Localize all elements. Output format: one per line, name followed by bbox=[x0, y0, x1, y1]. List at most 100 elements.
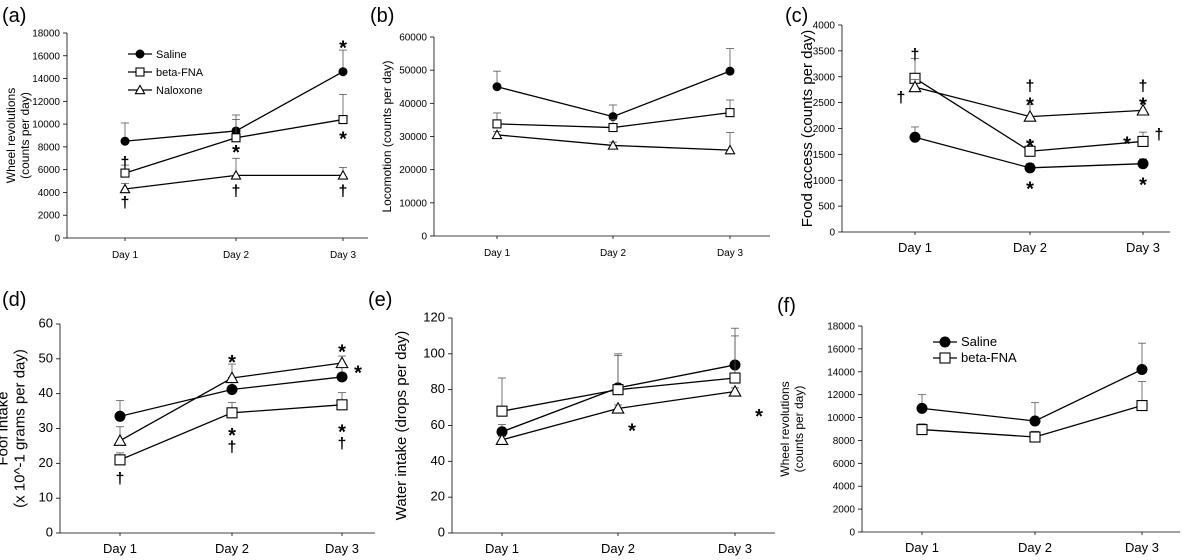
significance-dagger: † bbox=[228, 439, 237, 456]
data-point bbox=[611, 401, 625, 414]
y-tick-label: 10 bbox=[39, 490, 53, 505]
y-axis-label: Water intake (drops per day) bbox=[393, 331, 410, 521]
significance-dagger: † bbox=[116, 470, 125, 487]
y-tick-label: 4000 bbox=[813, 21, 836, 32]
x-tick-label: Day 3 bbox=[325, 541, 359, 556]
y-tick-label: 3500 bbox=[813, 46, 836, 57]
y-axis-label: (x 10^-1 grams per day) bbox=[12, 349, 29, 508]
significance-dagger: † bbox=[338, 435, 347, 452]
data-point bbox=[1136, 399, 1148, 412]
y-tick-label: 8000 bbox=[38, 142, 61, 153]
y-tick-label: 2500 bbox=[813, 98, 836, 109]
series-saline bbox=[120, 49, 348, 146]
x-tick-label: Day 3 bbox=[330, 250, 357, 261]
data-point bbox=[114, 410, 126, 422]
data-point bbox=[120, 136, 130, 146]
significance-star: * bbox=[1026, 136, 1034, 158]
significance-dagger: † bbox=[1155, 127, 1164, 144]
data-point bbox=[119, 183, 131, 194]
series-saline bbox=[492, 48, 735, 122]
significance-dagger: † bbox=[1139, 78, 1148, 95]
x-tick-label: Day 1 bbox=[103, 541, 137, 556]
chart-panel-a: 0 2000 4000 6000 8000 10000 12000 14000 16000 180… bbox=[4, 29, 368, 261]
y-tick-label: 18000 bbox=[32, 29, 60, 40]
legend-label: Naloxone bbox=[156, 85, 202, 97]
significance-star: * bbox=[755, 406, 763, 428]
y-tick-label: 80 bbox=[431, 381, 445, 396]
y-tick-label: 4000 bbox=[38, 188, 61, 199]
y-tick-label: 20 bbox=[431, 489, 445, 504]
y-tick-label: 30 bbox=[39, 420, 53, 435]
x-tick-label: Day 1 bbox=[112, 250, 139, 261]
data-point bbox=[492, 119, 502, 129]
series-line bbox=[501, 390, 736, 441]
y-tick-label: 20000 bbox=[399, 165, 427, 176]
significance-star: * bbox=[228, 425, 236, 447]
legend: Saline beta-FNA Naloxone bbox=[128, 49, 204, 97]
significance-star: * bbox=[1139, 174, 1147, 196]
data-point bbox=[1023, 109, 1037, 122]
legend-marker bbox=[135, 67, 145, 77]
significance-dagger: † bbox=[232, 183, 241, 200]
series-beta-fna bbox=[492, 99, 735, 133]
x-tick-label: Day 1 bbox=[485, 541, 519, 556]
significance-star: * bbox=[232, 142, 240, 164]
data-point bbox=[1029, 415, 1041, 427]
y-tick-label: 10000 bbox=[827, 413, 855, 424]
data-point bbox=[608, 122, 618, 133]
significance-star: * bbox=[228, 352, 236, 374]
data-point bbox=[496, 405, 508, 417]
y-axis-label: Food access (counts per day) bbox=[799, 30, 816, 228]
y-tick-label: 2000 bbox=[38, 211, 61, 222]
data-point bbox=[728, 384, 742, 397]
y-tick-label: 12000 bbox=[32, 97, 60, 108]
data-point bbox=[724, 144, 736, 155]
y-tick-label: 10000 bbox=[32, 120, 60, 131]
data-point bbox=[1136, 103, 1150, 116]
y-tick-label: 60 bbox=[431, 417, 445, 432]
series-line bbox=[501, 364, 736, 433]
y-tick-label: 6000 bbox=[38, 165, 61, 176]
y-tick-label: 2000 bbox=[833, 505, 856, 516]
panel-label-b: (b) bbox=[370, 5, 394, 27]
data-point bbox=[607, 139, 619, 150]
y-tick-label: 40 bbox=[39, 385, 53, 400]
y-tick-label: 10000 bbox=[399, 198, 427, 209]
chart-panel-c: 0 500 1000 1500 2000 2500 3000 3500 4000 Day 1 Day… bbox=[799, 21, 1170, 255]
significance-star: * bbox=[354, 362, 362, 384]
series-beta-fna bbox=[120, 94, 348, 178]
y-tick-label: 8000 bbox=[833, 436, 856, 447]
significance-dagger: † bbox=[1026, 78, 1035, 95]
series-saline bbox=[496, 327, 741, 438]
series-line bbox=[921, 368, 1143, 422]
series-beta-fna bbox=[916, 381, 1148, 443]
y-tick-label: 12000 bbox=[827, 390, 855, 401]
x-tick-label: Day 2 bbox=[600, 248, 627, 259]
data-point bbox=[1137, 158, 1149, 170]
significance-dagger: † bbox=[121, 155, 130, 172]
legend-label: Saline bbox=[961, 334, 997, 349]
y-tick-label: 20 bbox=[39, 455, 53, 470]
y-tick-label: 40000 bbox=[399, 99, 427, 110]
y-tick-label: 0 bbox=[438, 525, 445, 540]
legend-label: beta-FNA bbox=[961, 350, 1017, 365]
series-line bbox=[496, 70, 731, 118]
y-tick-label: 4000 bbox=[833, 482, 856, 493]
x-tick-label: Day 1 bbox=[905, 540, 939, 555]
x-tick-label: Day 1 bbox=[484, 248, 511, 259]
data-point bbox=[916, 424, 928, 436]
legend-marker bbox=[134, 84, 146, 95]
data-point bbox=[916, 402, 928, 414]
series-naloxone bbox=[491, 129, 736, 155]
y-tick-label: 60 bbox=[39, 316, 53, 331]
y-tick-label: 120 bbox=[423, 310, 445, 325]
y-tick-label: 100 bbox=[423, 345, 445, 360]
legend-marker bbox=[939, 336, 951, 348]
chart-panel-f: 0 2000 4000 6000 8000 10000 12000 14000 16000 180… bbox=[778, 322, 1180, 555]
y-tick-label: 60000 bbox=[399, 33, 427, 44]
y-tick-label: 0 bbox=[54, 234, 60, 245]
series-naloxone bbox=[113, 355, 349, 446]
y-tick-label: 0 bbox=[829, 228, 835, 239]
x-tick-label: Day 2 bbox=[215, 541, 249, 556]
y-tick-label: 16000 bbox=[827, 344, 855, 355]
